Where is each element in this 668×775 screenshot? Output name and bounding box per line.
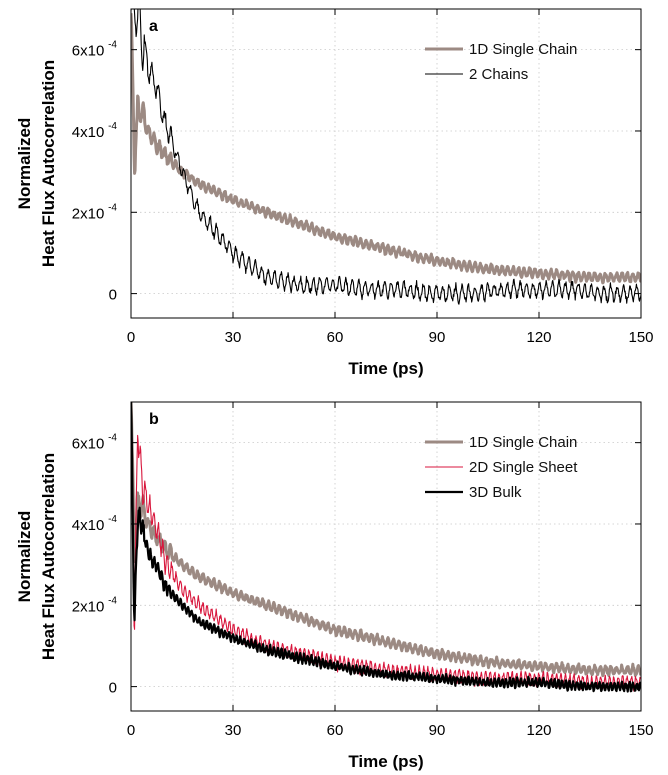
y-axis-title-line: Heat Flux Autocorrelation	[39, 60, 58, 267]
x-axis-title: Time (ps)	[348, 752, 423, 771]
panel-a: 0 30 60 90 120 150 0 2x10 -4 4x10 -4 6x10 -4 Time …	[15, 8, 654, 378]
x-tick-label: 0	[127, 722, 135, 739]
legend-label: 2 Chains	[469, 66, 528, 83]
x-tick-label: 0	[127, 329, 135, 346]
legend-label: 1D Single Chain	[469, 434, 577, 451]
series-group	[131, 402, 641, 693]
y-tick-label: 2x10 -4	[72, 595, 118, 615]
y-axis-title-line: Normalized	[15, 118, 34, 210]
panel-letter: a	[149, 18, 158, 35]
series-line-2-chains	[131, 9, 641, 305]
x-tick-label: 120	[526, 722, 551, 739]
y-tick-label: 6x10 -4	[72, 40, 118, 60]
y-axis-title-line: Heat Flux Autocorrelation	[39, 453, 58, 660]
y-tick-label: 6x10 -4	[72, 433, 118, 453]
plot-frame	[130, 401, 642, 712]
x-tick-label: 60	[327, 329, 344, 346]
x-tick-label: 150	[628, 722, 653, 739]
x-tick-label: 90	[429, 722, 446, 739]
x-tick-label: 150	[628, 329, 653, 346]
y-tick-label: 0	[109, 287, 117, 304]
y-tick-label: 4x10 -4	[72, 121, 118, 141]
y-tick-label: 4x10 -4	[72, 514, 118, 534]
y-axis-title-line: Normalized	[15, 511, 34, 603]
y-tick-label: 0	[109, 680, 117, 697]
panel-letter: b	[149, 411, 159, 428]
series-line-3d-bulk	[131, 402, 641, 693]
series-line-2d-single-sheet	[131, 407, 641, 692]
plot-frame	[130, 8, 642, 319]
panel-b: 0 30 60 90 120 150 0 2x10 -4 4x10 -4 6x10 -4 Time …	[15, 401, 654, 771]
y-tick-label: 2x10 -4	[72, 202, 118, 222]
series-group	[131, 9, 641, 305]
series-line-1d-single-chain	[131, 13, 641, 285]
legend-label: 3D Bulk	[469, 484, 522, 501]
x-tick-label: 60	[327, 722, 344, 739]
x-tick-label: 30	[225, 722, 242, 739]
x-axis-title: Time (ps)	[348, 359, 423, 378]
x-tick-label: 30	[225, 329, 242, 346]
legend-label: 2D Single Sheet	[469, 459, 578, 476]
x-tick-label: 120	[526, 329, 551, 346]
series-line-1d-single-chain	[131, 402, 641, 678]
legend-label: 1D Single Chain	[469, 41, 577, 58]
x-tick-label: 90	[429, 329, 446, 346]
